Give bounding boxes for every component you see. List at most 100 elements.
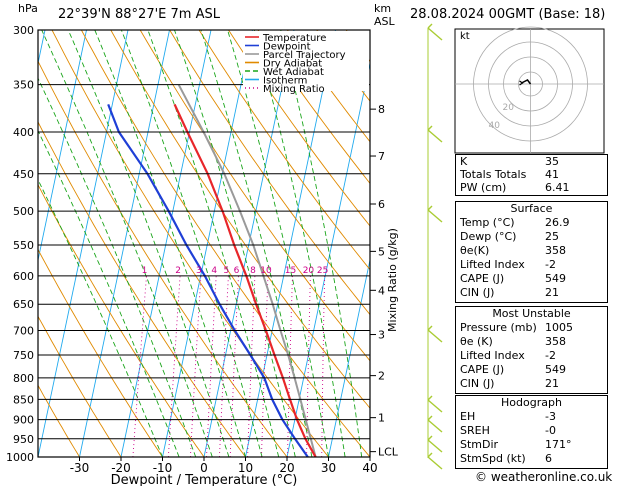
mu-label: Pressure (mb) — [460, 321, 537, 334]
mu-value: 358 — [545, 335, 566, 348]
wind-barb — [427, 23, 433, 29]
dry-adiabat-line — [257, 30, 370, 185]
pressure-tick-label: 450 — [13, 168, 34, 181]
surface-value: 26.9 — [545, 216, 570, 229]
index-value: 35 — [545, 155, 559, 168]
wet-adiabat-line — [94, 30, 246, 457]
mixing-ratio-label: 6 — [234, 266, 240, 276]
pressure-tick-label: 300 — [13, 24, 34, 37]
wind-barb — [427, 415, 433, 421]
mixing-ratio-label: 15 — [285, 266, 296, 276]
mu-value: 1005 — [545, 321, 573, 334]
legend-label: Mixing Ratio — [263, 84, 325, 95]
legend-label: Dry Adiabat — [263, 59, 322, 70]
isotherm-line — [79, 30, 170, 457]
x-tick-label: 40 — [362, 461, 377, 475]
surface-value: 21 — [545, 286, 559, 299]
wind-barb — [427, 125, 433, 131]
x-axis-label: Dewpoint / Temperature (°C) — [111, 473, 298, 486]
mixing-ratio-label: 1 — [142, 266, 148, 276]
dry-adiabat-line — [38, 384, 80, 457]
wind-barb — [427, 209, 443, 223]
surface-value: 549 — [545, 272, 566, 285]
hodograph-table: Hodograph EH -3 SREH -0 StmDir 171° StmSpd … — [455, 395, 608, 469]
hodo-value: 171° — [545, 438, 572, 451]
mixing-ratio-line — [132, 275, 147, 457]
hodograph-arrow — [519, 80, 524, 86]
most-unstable-title: Most Unstable — [492, 307, 571, 320]
x-tick-label: 20 — [279, 461, 294, 475]
mixing-ratio-line — [321, 275, 326, 457]
hodograph-title: Hodograph — [501, 396, 562, 409]
x-tick-label: 10 — [238, 461, 253, 475]
pressure-tick-label: 650 — [13, 298, 34, 311]
surface-label: θe(K) — [460, 244, 490, 257]
index-row-k: K 35 — [456, 155, 607, 168]
hodograph-trace — [521, 79, 532, 85]
pressure-tick-label: 950 — [13, 433, 34, 446]
x-tick-label: -10 — [153, 461, 173, 475]
pressure-unit-label: hPa — [18, 2, 38, 15]
mixing-ratio-label: 8 — [250, 266, 256, 276]
dry-adiabat-line — [198, 30, 370, 271]
indices-table: K 35 Totals Totals 41 PW (cm) 6.41 — [455, 154, 608, 196]
mixing-ratio-line — [218, 275, 229, 457]
km-unit-label: km — [374, 2, 392, 15]
mixing-ratio-label: 3 — [196, 266, 202, 276]
mixing-ratio-axis-label: Mixing Ratio (g/kg) — [386, 228, 399, 332]
mu-label: θe (K) — [460, 335, 493, 348]
pressure-tick-label: 600 — [13, 270, 34, 283]
datetime-label: 28.08.2024 00GMT (Base: 18) — [410, 7, 606, 22]
mu-value: 21 — [545, 377, 559, 390]
index-label: K — [460, 155, 468, 168]
mixing-ratio-line — [306, 275, 311, 457]
wind-barb — [427, 439, 443, 453]
mu-row: CAPE (J) 549 — [456, 363, 607, 377]
isotherm-line — [203, 30, 295, 457]
index-label: PW (cm) — [460, 181, 507, 194]
legend-label: Parcel Trajectory — [263, 50, 346, 61]
surface-label: CAPE (J) — [460, 272, 505, 285]
legend-label: Wet Adiabat — [263, 67, 324, 78]
temperature-line — [173, 103, 317, 457]
index-label: Totals Totals — [460, 168, 527, 181]
wind-barb — [427, 329, 443, 343]
surface-row: Temp (°C) 26.9 — [456, 216, 607, 230]
mu-value: 549 — [545, 363, 566, 376]
surface-row: CAPE (J) 549 — [456, 272, 607, 286]
isotherm-line — [38, 30, 87, 263]
wet-adiabat-line — [147, 30, 280, 457]
hodo-value: 6 — [545, 452, 552, 465]
legend-box — [243, 31, 369, 91]
surface-label: Lifted Index — [460, 258, 525, 271]
hodo-label: SREH — [460, 424, 490, 437]
mixing-ratio-line — [189, 275, 202, 457]
wet-adiabat-line — [174, 30, 296, 457]
mu-row: Lifted Index -2 — [456, 349, 607, 363]
mu-row: Pressure (mb) 1005 — [456, 321, 607, 335]
mixing-ratio-label: 20 — [303, 266, 315, 276]
pressure-tick-label: 900 — [13, 414, 34, 427]
mixing-ratio-line — [229, 275, 239, 457]
hodograph-ring-label: 20 — [503, 103, 515, 113]
pressure-tick-label: 800 — [13, 372, 34, 385]
legend-label: Dewpoint — [263, 42, 311, 53]
wet-adiabat-line — [38, 129, 180, 457]
wind-barb — [427, 456, 443, 470]
pressure-tick-label: 750 — [13, 349, 34, 362]
surface-label: CIN (J) — [460, 286, 495, 299]
mu-label: CAPE (J) — [460, 363, 505, 376]
index-row-totals: Totals Totals 41 — [456, 168, 607, 181]
mu-label: CIN (J) — [460, 377, 495, 390]
pressure-tick-label: 500 — [13, 205, 34, 218]
mixing-ratio-label: 25 — [317, 266, 328, 276]
mixing-ratio-line — [287, 275, 293, 457]
hodograph-ring-label: 40 — [489, 121, 501, 131]
wind-barb — [427, 325, 433, 331]
hodo-row: EH -3 — [456, 410, 607, 424]
index-value: 41 — [545, 168, 559, 181]
surface-label: Temp (°C) — [460, 216, 515, 229]
surface-label: Dewp (°C) — [460, 230, 517, 243]
pressure-tick-label: 400 — [13, 126, 34, 139]
